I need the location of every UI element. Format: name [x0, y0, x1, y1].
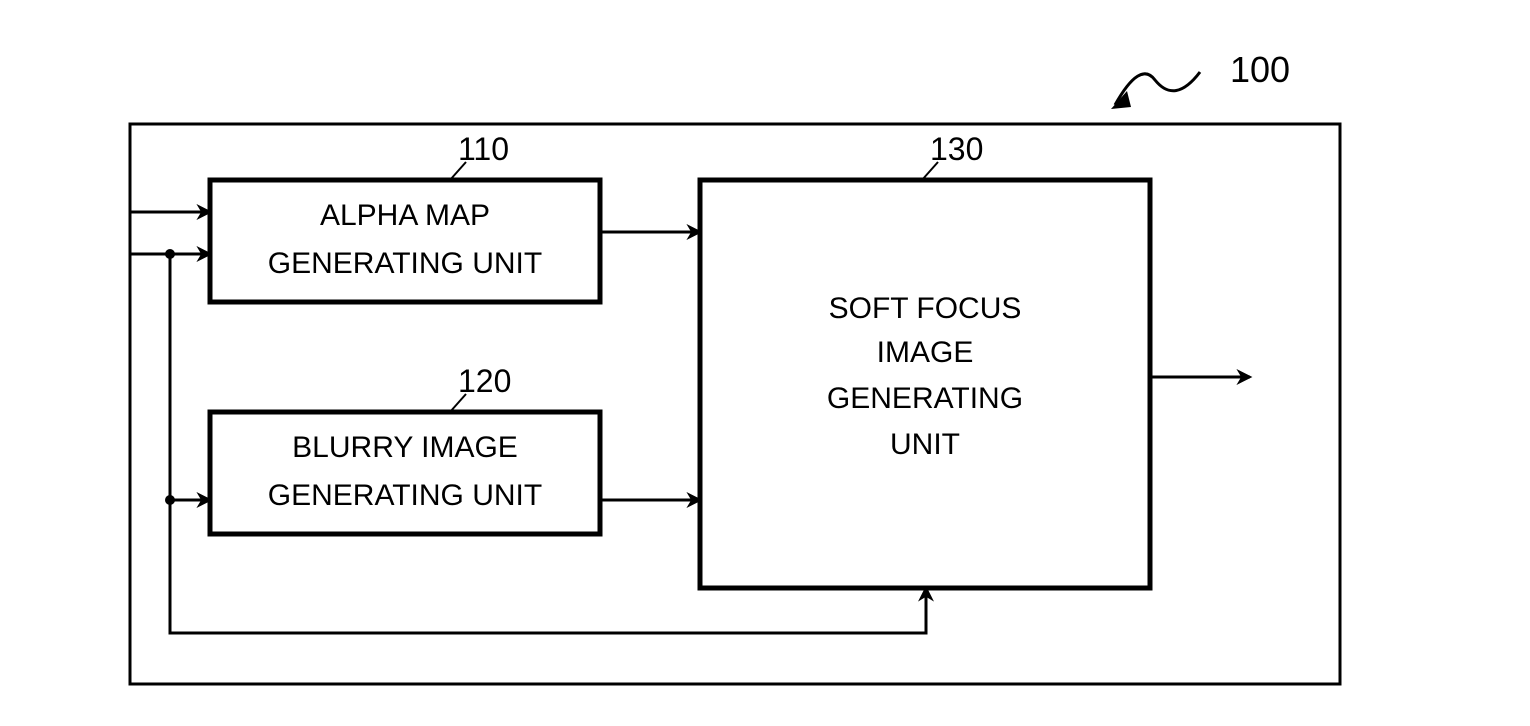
block-blurry-image-text-1: GENERATING UNIT — [268, 479, 542, 512]
label-soft-focus: 130 — [930, 131, 983, 167]
block-blurry-image-text-0: BLURRY IMAGE — [292, 431, 518, 464]
system-label: 100 — [1230, 49, 1290, 90]
block-soft-focus-text-1: IMAGE — [877, 336, 974, 369]
label-alpha-map: 110 — [458, 131, 509, 167]
junction-dot-0 — [165, 249, 175, 259]
block-alpha-map-text-1: GENERATING UNIT — [268, 247, 542, 280]
block-soft-focus-text-3: UNIT — [890, 428, 960, 461]
block-soft-focus-text-2: GENERATING — [827, 382, 1023, 415]
block-soft-focus-text-0: SOFT FOCUS — [829, 292, 1022, 325]
label-blurry-image: 120 — [458, 363, 511, 399]
block-alpha-map-text-0: ALPHA MAP — [320, 199, 490, 232]
junction-dot-1 — [165, 495, 175, 505]
block-diagram: 100 ALPHA MAP GENERATING UNIT 110 BLURRY IMA… — [0, 0, 1530, 726]
